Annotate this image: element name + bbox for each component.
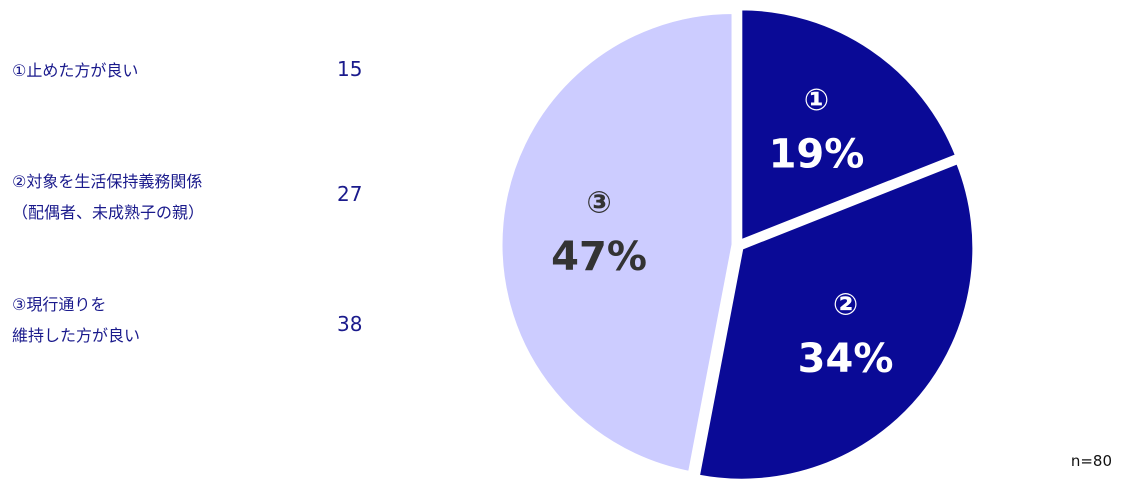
pie-slice [739, 7, 959, 244]
count: 15 [337, 57, 363, 81]
sample-note: n=80 [1070, 452, 1112, 470]
legend-label: ①止めた方が良い [12, 61, 139, 80]
slice-marker: ② [833, 287, 858, 322]
legend-label: ③現行通りを 維持した方が良い [12, 295, 141, 345]
legend-label: ②対象を生活保持義務関係 （配偶者、未成熟子の親） [12, 172, 205, 222]
slice-percent: 19% [769, 132, 865, 178]
slice-marker: ① [804, 83, 829, 118]
count: 38 [337, 312, 363, 336]
pie-slice [696, 160, 976, 480]
slice-marker: ③ [586, 185, 611, 220]
count: 27 [337, 182, 363, 206]
pie-slice [499, 11, 735, 475]
slice-percent: 34% [798, 336, 894, 382]
slice-percent: 47% [551, 234, 647, 280]
